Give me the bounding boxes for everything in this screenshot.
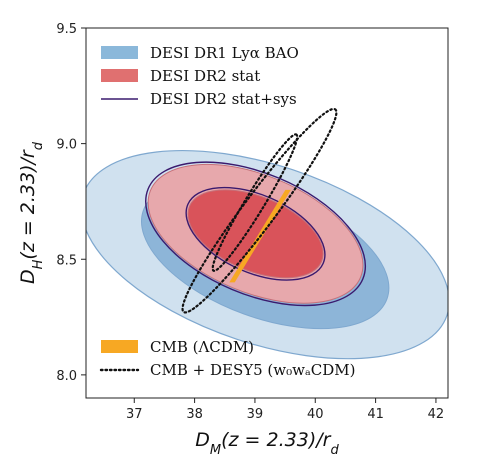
x-tick-label: 41: [367, 407, 384, 422]
plot-frame: [85, 27, 449, 399]
legend-top-label-0: DESI DR1 Lyα BAO: [150, 44, 299, 62]
x-tick-label: 39: [247, 407, 264, 422]
y-tick-label: 9.5: [56, 22, 77, 37]
legend-bottom-label-0: CMB (ΛCDM): [150, 338, 254, 356]
legend-bottom-label-1: CMB + DESY5 (w₀wₐCDM): [150, 361, 355, 379]
y-tick-label: 9.0: [56, 138, 77, 153]
legend-top: DESI DR1 Lyα BAO DESI DR2 stat DESI DR2 st…: [101, 44, 299, 108]
dr2-statsys-outer-contour: [145, 161, 367, 307]
legend-top-swatch-1: [101, 69, 138, 82]
legend-top-label-2: DESI DR2 stat+sys: [150, 90, 297, 108]
legend-bottom: CMB (ΛCDM) CMB + DESY5 (w₀wₐCDM): [99, 338, 355, 379]
legend-top-swatch-0: [101, 46, 138, 59]
cmb-desy5-outer-contour: [181, 107, 338, 314]
x-tick-label: 38: [186, 407, 203, 422]
x-tick-label: 40: [307, 407, 324, 422]
legend-top-label-1: DESI DR2 stat: [150, 67, 260, 85]
x-axis-label: DM(z = 2.33)/rd: [195, 429, 339, 458]
y-tick-label: 8.0: [56, 369, 77, 384]
cmb-desy5-inner-contour: [211, 133, 299, 272]
plot-area: [86, 107, 448, 360]
x-tick-label: 37: [126, 407, 143, 422]
x-tick-label: 42: [428, 407, 445, 422]
y-axis-label: DH(z = 2.33)/rd: [17, 141, 46, 284]
legend-bottom-swatch-0: [101, 340, 138, 353]
axes: 37 38 39 40 41 42 8.0 8.5 9.0 9.5: [56, 22, 449, 422]
contours: [86, 107, 448, 360]
y-tick-label: 8.5: [56, 253, 77, 268]
